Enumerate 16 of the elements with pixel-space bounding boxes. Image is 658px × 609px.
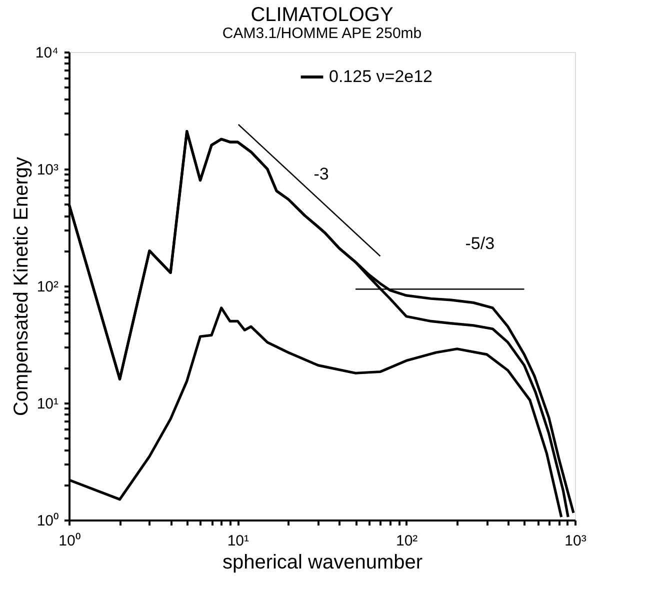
y-tick-label: 10⁰	[36, 512, 58, 530]
y-tick-label: 10³	[36, 162, 58, 178]
legend-label: 0.125 ν=2e12	[329, 67, 433, 86]
annotation: -3	[314, 164, 329, 184]
annotation: -5/3	[465, 234, 495, 254]
x-tick-label: 10⁰	[58, 532, 80, 550]
y-axis-title: Compensated Kinetic Energy	[10, 156, 32, 416]
x-tick-label: 10²	[396, 532, 418, 550]
y-tick-label: 10¹	[36, 396, 58, 412]
chart-subtitle: CAM3.1/HOMME APE 250mb	[222, 25, 422, 42]
x-tick-label: 10³	[564, 532, 586, 550]
y-tick-label: 10²	[36, 278, 58, 296]
x-tick-label: 10¹	[227, 532, 250, 550]
chart-title: CLIMATOLOGY	[250, 4, 394, 26]
y-tick-label: 10⁴	[35, 44, 58, 62]
x-axis-title: spherical wavenumber	[222, 552, 423, 574]
